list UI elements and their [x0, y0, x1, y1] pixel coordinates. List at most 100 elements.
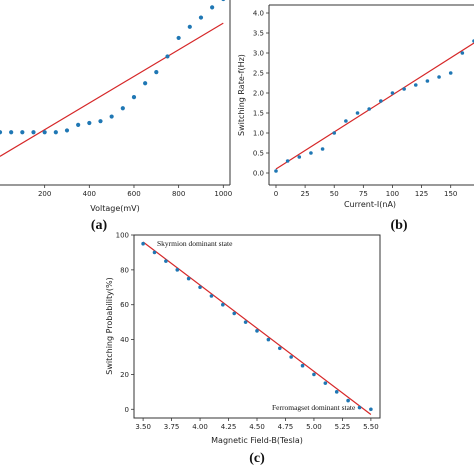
panel-c-annotation-skyrmion: Skyrmion dominant state	[157, 239, 233, 248]
panel-b-data-point	[320, 147, 325, 151]
panel-b-data-point	[448, 71, 453, 75]
panel-b-x-ticks: 025507510012515017	[274, 185, 457, 198]
panel-a-data-point	[120, 106, 125, 111]
panel-b-y-ticks: 0.0 0.5 1.0 1.5 2.0 2.5 3.0 3.5 4.0	[253, 10, 269, 178]
panel-b-data-point	[425, 79, 430, 83]
panel-a-data-point	[9, 130, 14, 135]
panel-c-data-point	[334, 390, 339, 394]
panel-b-data-point	[367, 107, 371, 111]
panel-b-y-tick-label: 0.0	[253, 170, 264, 178]
panel-c-y-tick-label: 60	[120, 301, 129, 309]
panel-c-data-point	[209, 294, 214, 298]
panel-a-data-point	[187, 24, 192, 29]
panel-c-data-point	[221, 302, 225, 307]
panel-a-data-point	[210, 5, 215, 10]
panel-a-data-point	[42, 130, 47, 135]
panel-c-x-tick-label: 4.75	[278, 423, 294, 431]
panel-c-data-point	[312, 372, 316, 377]
panel-a-label: (a)	[91, 218, 108, 233]
panel-c-x-tick-label: 4.50	[249, 423, 265, 431]
panel-a-data-point	[53, 130, 58, 135]
panel-b: 025507510012515017 0.00.51.01.52.02.53.0…	[237, 4, 474, 233]
panel-c-annotation-ferromagnet: Ferromagset dominant state	[272, 403, 356, 412]
panel-b-y-tick-label: 1.5	[253, 110, 264, 118]
panel-c-y-tick-label: 80	[120, 266, 129, 274]
panel-b-x-tick-label: 0	[274, 190, 278, 198]
panel-b-data-point	[297, 155, 302, 159]
panel-a-data-point	[165, 54, 170, 59]
panel-c-data-point	[198, 285, 202, 290]
panel-b-data-point	[344, 119, 348, 123]
panel-c-y-tick-label: 20	[120, 371, 129, 379]
panel-b-data-point	[460, 51, 465, 55]
panel-b-fit-line	[275, 42, 474, 170]
panel-b-data-point	[309, 151, 313, 155]
panel-b-y-tick-label: 2.5	[253, 70, 264, 78]
panel-b-label: (b)	[390, 218, 407, 233]
panel-a-data-point	[31, 130, 36, 135]
panel-a-data-point	[143, 81, 148, 86]
panel-c-x-tick-label: 5.25	[335, 423, 351, 431]
panel-c-x-ticks: 3.50 3.75 4.00 4.25 4.50 4.75 5.00 5.25 5.50	[135, 418, 379, 431]
panel-a-fit-line	[0, 22, 224, 157]
panel-a-data-point	[221, 0, 226, 2]
panel-b-y-tick-label: 4.0	[253, 10, 264, 18]
panel-b-x-tick-label: 50	[330, 190, 339, 198]
panel-b-data-point	[332, 131, 337, 135]
panel-c-data-point	[164, 259, 168, 263]
panel-c: 3.50 3.75 4.00 4.25 4.50 4.75 5.00 5.25 5.50 0 20…	[105, 232, 381, 466]
panel-a-x-tick-label: 600	[127, 190, 140, 198]
panel-b-x-tick-label: 150	[444, 190, 457, 198]
panel-a-data-point	[98, 119, 103, 124]
panel-c-fit-line	[142, 241, 372, 415]
panel-b-y-tick-label: 2.0	[253, 90, 264, 98]
panel-a-x-tick-label: 800	[172, 190, 185, 198]
panel-b-data-point	[390, 91, 395, 95]
panel-b-points	[274, 39, 474, 173]
panel-c-x-tick-label: 4.00	[192, 423, 208, 431]
panel-a-x-label: Voltage(mV)	[90, 204, 140, 213]
panel-a-x-tick-label: 400	[83, 190, 96, 198]
panel-c-data-point	[243, 320, 248, 324]
panel-c-x-tick-label: 5.00	[306, 423, 322, 431]
panel-c-y-tick-label: 100	[116, 232, 129, 240]
panel-c-data-point	[232, 311, 237, 316]
panel-b-y-label: Switching Rate-f(Hz)	[237, 54, 246, 136]
panel-a-axes	[0, 0, 231, 186]
panel-b-x-label: Current-I(nA)	[344, 200, 396, 209]
panel-a-data-point	[131, 95, 137, 100]
panel-a: 200 400 600 800 1000 Voltage(mV) (a)	[0, 0, 232, 233]
panel-b-x-tick-label: 75	[359, 190, 368, 198]
panel-c-y-tick-label: 40	[120, 336, 129, 344]
panel-c-label: (c)	[249, 451, 265, 466]
panel-c-x-tick-label: 4.25	[221, 423, 237, 431]
panel-c-x-tick-label: 3.75	[164, 423, 180, 431]
panel-b-fit-segment	[275, 42, 474, 170]
panel-b-y-tick-label: 1.0	[253, 130, 264, 138]
panel-a-x-ticks: 200 400 600 800 1000	[38, 185, 232, 198]
panel-b-data-point	[379, 99, 383, 103]
panel-c-y-tick-label: 0	[125, 406, 129, 414]
panel-c-data-point	[369, 407, 373, 412]
panel-b-data-point	[285, 159, 290, 163]
panel-a-data-point	[87, 120, 92, 126]
panel-c-x-tick-label: 3.50	[135, 423, 151, 431]
panel-c-x-label: Magnetic Field-B(Tesla)	[211, 436, 303, 445]
panel-c-data-point	[255, 329, 259, 333]
panel-a-data-point	[0, 130, 3, 135]
panel-c-y-label: Switching Probability(%)	[105, 277, 114, 375]
panel-c-data-point	[289, 355, 293, 359]
panel-b-axes	[268, 4, 474, 186]
panel-c-data-point	[277, 346, 282, 351]
panel-a-data-point	[154, 70, 159, 75]
panel-a-fit-segment	[0, 22, 224, 157]
panel-a-x-tick-label: 1000	[214, 190, 232, 198]
panel-b-x-tick-label: 125	[415, 190, 428, 198]
panel-b-data-point	[437, 75, 441, 79]
panel-b-y-tick-label: 3.0	[253, 50, 264, 58]
panel-c-data-point	[357, 405, 362, 410]
panel-a-points	[0, 0, 226, 135]
panel-b-x-tick-label: 100	[386, 190, 399, 198]
panel-a-data-point	[109, 114, 114, 119]
panel-c-data-point	[323, 381, 328, 385]
